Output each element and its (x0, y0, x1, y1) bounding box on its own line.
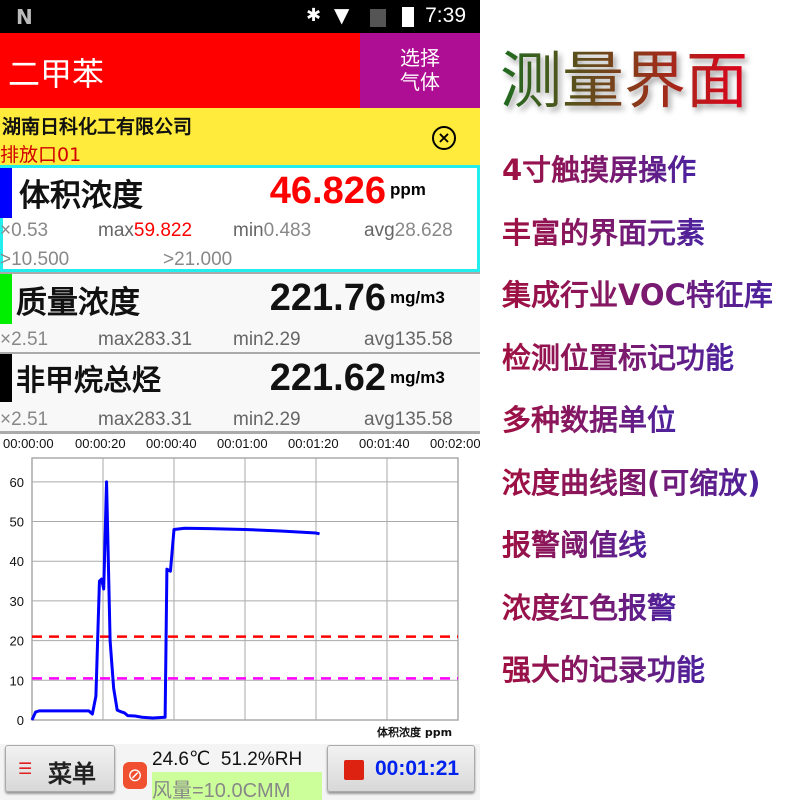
promo-feature: 强大的记录功能 (502, 647, 705, 689)
y-tick-label: 10 (10, 673, 24, 688)
avg-stat: avg28.628 (364, 220, 453, 241)
channel-color-bar (0, 354, 12, 402)
list-icon: ☰ (18, 759, 33, 778)
x-tick-label: 00:01:00 (217, 436, 268, 451)
bluetooth-icon: ✱ (306, 5, 322, 26)
promo-feature: 浓度红色报警 (502, 585, 676, 627)
max-stat: max283.31 (98, 329, 193, 350)
y-tick-label: 50 (10, 515, 24, 530)
menu-label: 菜单 (48, 760, 96, 788)
channel-name: 质量浓度 (16, 285, 140, 321)
channel-name: 非甲烷总烃 (16, 363, 162, 397)
promo-feature: 丰富的界面元素 (502, 210, 705, 252)
channel-color-bar (0, 274, 12, 324)
channel-value: 221.76 (269, 277, 386, 319)
alarm-high: >21.000 (163, 249, 233, 270)
max-stat: max59.822 (98, 220, 193, 241)
series-line (30, 480, 320, 721)
channel-value: 46.826 (269, 170, 386, 212)
x-tick-label: 00:00:00 (3, 436, 54, 451)
x-tick-label: 00:00:40 (146, 436, 197, 451)
factor: ×0.53 (0, 220, 49, 241)
factor: ×2.51 (0, 409, 49, 430)
factor: ×2.51 (0, 329, 49, 350)
min-stat: min0.483 (233, 220, 312, 241)
y-tick-label: 0 (17, 713, 24, 728)
min-stat: min2.29 (233, 409, 301, 430)
menu-button[interactable]: ☰ 菜单 (5, 745, 115, 792)
header: 二甲苯 选择 气体 (0, 33, 480, 108)
promo-feature: 集成行业VOC特征库 (502, 272, 773, 314)
close-icon[interactable]: × (432, 126, 456, 150)
concentration-chart[interactable]: 00:00:00 00:00:20 00:00:40 00:01:00 00:01:20… (0, 434, 480, 744)
channel-card-2[interactable]: 质量浓度 221.76 mg/m3 ×2.51 max283.31 min2.2… (0, 272, 480, 352)
select-gas-label-2: 气体 (400, 70, 440, 94)
gas-name: 二甲苯 (0, 33, 360, 108)
n-logo-icon: N (16, 5, 33, 29)
promo-feature: 浓度曲线图(可缩放) (502, 460, 761, 502)
x-tick-label: 00:01:20 (288, 436, 339, 451)
y-tick-label: 60 (10, 475, 24, 490)
avg-stat: avg135.58 (364, 329, 453, 350)
x-tick-label: 00:02:00 (430, 436, 480, 451)
y-tick-label: 20 (10, 634, 24, 649)
promo-title: 测量界面 (500, 30, 748, 120)
channel-card-3[interactable]: 非甲烷总烃 221.62 mg/m3 ×2.51 max283.31 min2.… (0, 352, 480, 434)
channel-name: 体积浓度 (19, 178, 143, 214)
alarm-off-icon: ⊘ (123, 762, 147, 789)
battery-charging-icon (402, 7, 414, 27)
channel-value: 221.62 (269, 357, 386, 399)
max-stat: max283.31 (98, 409, 193, 430)
y-tick-label: 40 (10, 554, 24, 569)
channel-unit: mg/m3 (390, 368, 445, 387)
avg-stat: avg135.58 (364, 409, 453, 430)
company-name: 湖南日科化工有限公司 (2, 116, 193, 138)
channel-unit: ppm (390, 180, 426, 199)
stop-record-button[interactable]: 00:01:21 (327, 745, 475, 792)
channel-color-bar (0, 168, 12, 218)
record-timer: 00:01:21 (375, 757, 460, 780)
channel-unit: mg/m3 (390, 288, 445, 307)
promo-feature: 检测位置标记功能 (502, 335, 734, 377)
promo-feature: 报警阈值线 (502, 522, 647, 564)
x-tick-label: 00:01:40 (359, 436, 410, 451)
site-info[interactable]: 湖南日科化工有限公司 排放口01 (0, 108, 480, 166)
wifi-icon: ▼ (334, 3, 350, 27)
no-sim-icon (370, 9, 386, 27)
min-stat: min2.29 (233, 329, 301, 350)
status-bar: N ✱ ▼ 7:39 (0, 0, 480, 33)
environment-readout: 24.6℃ 51.2%RH (152, 749, 303, 770)
device-screen: N ✱ ▼ 7:39 二甲苯 选择 气体 湖南日科化工有限公司 排放口01 × 体… (0, 0, 480, 800)
alarm-low: >10.500 (0, 249, 70, 270)
chart-legend: 体积浓度 ppm (377, 726, 453, 739)
stop-icon (344, 760, 364, 780)
channel-card-1[interactable]: 体积浓度 46.826 ppm ×0.53 max59.822 min0.483… (0, 165, 480, 272)
outlet-name: 排放口01 (0, 144, 82, 166)
promo-feature: 多种数据单位 (502, 397, 676, 439)
clock: 7:39 (425, 4, 466, 27)
airflow-readout: 风量=10.0CMM (152, 772, 322, 800)
select-gas-button[interactable]: 选择 气体 (360, 33, 480, 108)
y-tick-label: 30 (10, 594, 24, 609)
promo-feature: 4寸触摸屏操作 (502, 147, 696, 189)
x-tick-label: 00:00:20 (75, 436, 126, 451)
select-gas-label-1: 选择 (400, 46, 440, 70)
